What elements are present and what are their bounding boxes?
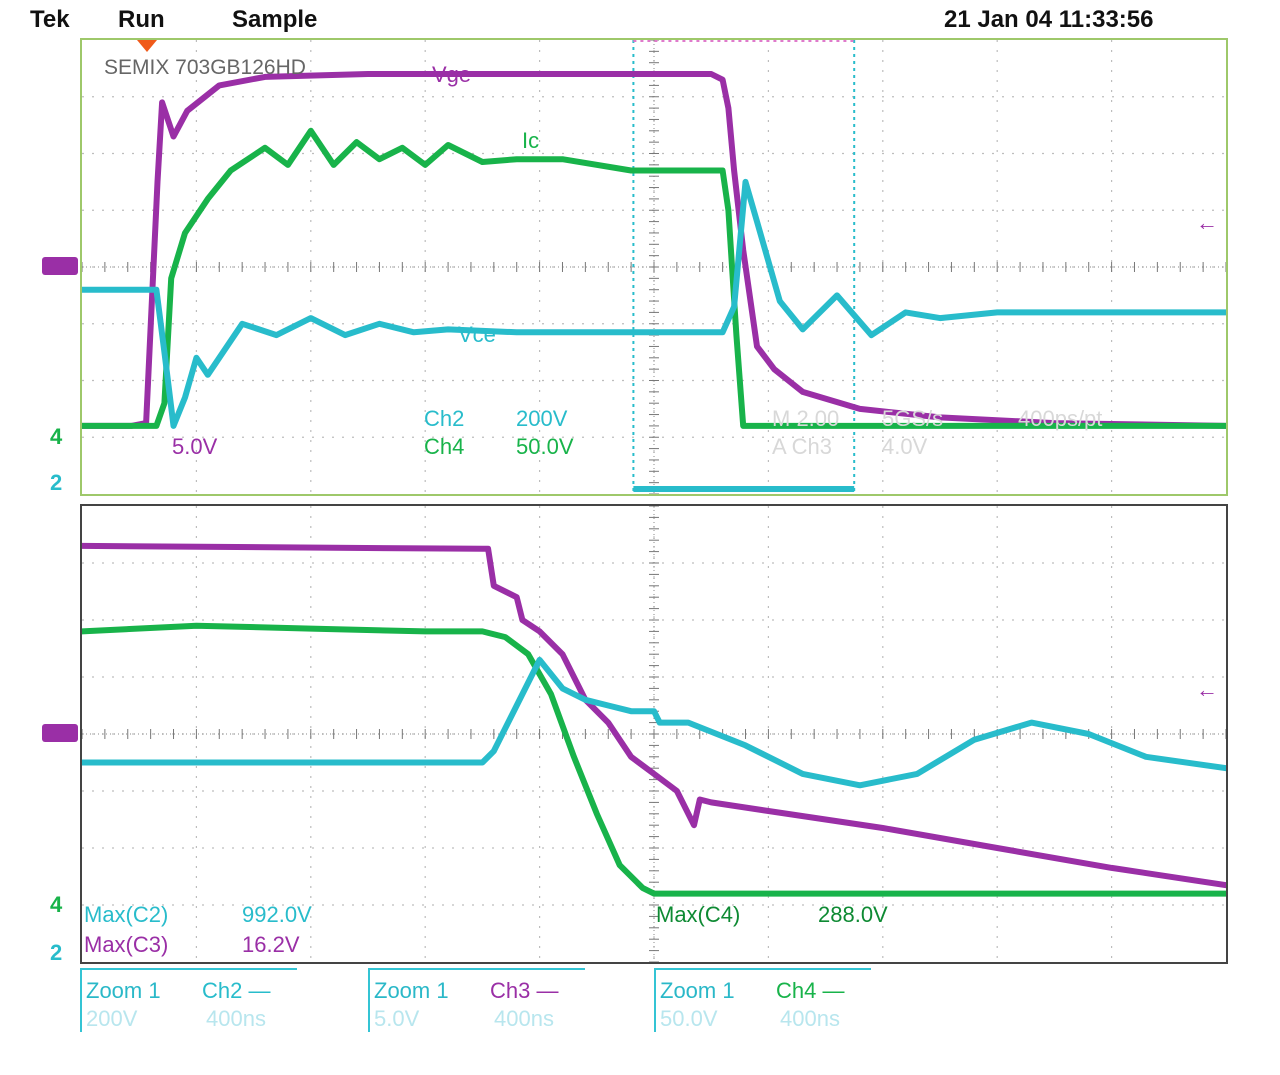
ch4-ref-marker-upper[interactable]: 4 <box>50 424 63 449</box>
ch2-name-readout: Ch2 <box>424 406 465 431</box>
sample-rate-readout: 5GS/s <box>882 406 944 431</box>
ch3-ground-marker[interactable] <box>42 257 78 275</box>
upper-plot <box>82 40 1226 494</box>
zoom-box-ch3-channel: Ch3 — <box>490 978 559 1003</box>
zoom-box-ch4-channel: Ch4 — <box>776 978 845 1003</box>
trigger-source-readout: A Ch3 <box>772 434 832 459</box>
upper-waveform-panel: SEMIX 703GB126HD Vge Ic Vce 5.0V Ch2 200… <box>80 38 1228 496</box>
ch4-scale-readout: 50.0V <box>516 434 574 459</box>
lower-plot <box>82 506 1226 962</box>
ch4-ref-marker-lower[interactable]: 4 <box>50 892 63 917</box>
meas-label-c4: Max(C4) <box>656 902 741 927</box>
zoom-box-ch4-title: Zoom 1 <box>660 978 735 1003</box>
zoom-window-bar <box>633 486 855 492</box>
ch4-name-readout: Ch4 <box>424 434 465 459</box>
run-status: Run <box>118 6 165 33</box>
zoom-box-ch2-time: 400ns <box>206 1006 266 1031</box>
trigger-level-arrow-upper[interactable]: ← <box>1196 210 1218 235</box>
timestamp: 21 Jan 04 11:33:56 <box>944 6 1154 33</box>
lower-zoom-panel: Max(C2) 992.0V Max(C3) 16.2V Max(C4) 288… <box>80 504 1228 964</box>
meas-label-c3: Max(C3) <box>84 932 169 957</box>
trace-label-ic: Ic <box>522 128 540 153</box>
ch2-ref-marker-upper[interactable]: 2 <box>50 470 63 495</box>
acquire-mode: Sample <box>232 6 318 33</box>
trigger-level-arrow-lower[interactable]: ← <box>1196 677 1218 702</box>
trace-ic <box>82 127 1226 429</box>
trace-vge <box>82 71 1226 429</box>
ch2-scale-readout: 200V <box>516 406 568 431</box>
zoom-box-ch3[interactable]: Zoom 1 Ch3 — 5.0V 400ns <box>368 968 585 1032</box>
zoom-box-ch2-channel: Ch2 — <box>202 978 271 1003</box>
zoom-box-ch3-time: 400ns <box>494 1006 554 1031</box>
meas-value-c4: 288.0V <box>818 902 888 927</box>
trace-vge <box>82 542 1226 889</box>
ch3-ground-marker-lower[interactable] <box>42 724 78 742</box>
trace-label-vce: Vce <box>458 322 496 347</box>
trace-vce <box>82 178 1226 429</box>
zoom-box-ch4[interactable]: Zoom 1 Ch4 — 50.0V 400ns <box>654 968 871 1032</box>
trigger-position-marker[interactable] <box>137 40 157 52</box>
horizontal-scale-readout: M 2.00 <box>772 406 840 431</box>
meas-value-c2: 992.0V <box>242 902 312 927</box>
zoom-box-ch3-scale: 5.0V <box>374 1006 420 1031</box>
ch2-ref-marker-lower[interactable]: 2 <box>50 940 63 965</box>
ch3-scale-readout: 5.0V <box>172 434 218 459</box>
meas-value-c3: 16.2V <box>242 932 300 957</box>
trace-label-vge: Vge <box>432 62 472 87</box>
zoom-box-ch4-scale: 50.0V <box>660 1006 718 1031</box>
device-label: SEMIX 703GB126HD <box>104 56 306 79</box>
zoom-box-ch4-time: 400ns <box>780 1006 840 1031</box>
zoom-box-ch2-title: Zoom 1 <box>86 978 161 1003</box>
brand-label: Tek <box>30 6 70 33</box>
zoom-box-ch3-title: Zoom 1 <box>374 978 449 1003</box>
trace-vce <box>82 656 1226 789</box>
trace-ic <box>82 622 1226 897</box>
zoom-box-ch2-scale: 200V <box>86 1006 138 1031</box>
zoom-box-ch2[interactable]: Zoom 1 Ch2 — 200V 400ns <box>80 968 297 1032</box>
trigger-level-readout: 4.0V <box>882 434 928 459</box>
resolution-readout: 400ps/pt <box>1018 406 1103 431</box>
meas-label-c2: Max(C2) <box>84 902 169 927</box>
